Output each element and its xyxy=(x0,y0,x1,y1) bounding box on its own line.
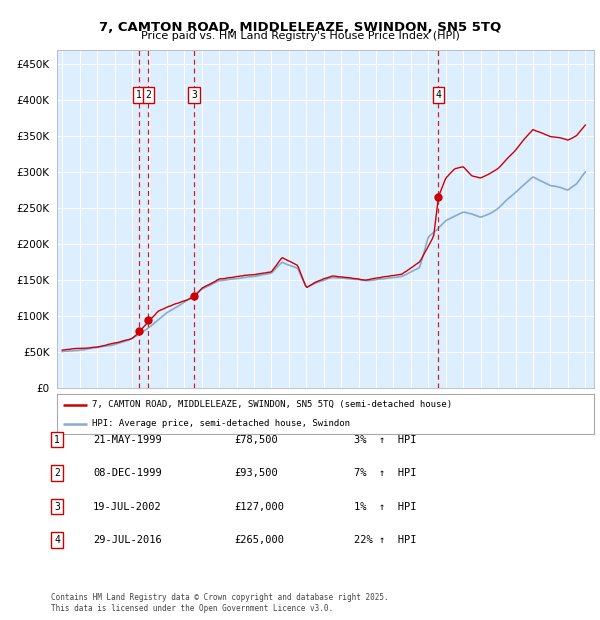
Text: 1: 1 xyxy=(136,90,142,100)
Text: 2: 2 xyxy=(54,468,60,478)
Text: HPI: Average price, semi-detached house, Swindon: HPI: Average price, semi-detached house,… xyxy=(92,419,350,428)
Text: £78,500: £78,500 xyxy=(234,435,278,445)
Text: 1%  ↑  HPI: 1% ↑ HPI xyxy=(354,502,416,512)
Text: 7%  ↑  HPI: 7% ↑ HPI xyxy=(354,468,416,478)
Text: 7, CAMTON ROAD, MIDDLELEAZE, SWINDON, SN5 5TQ: 7, CAMTON ROAD, MIDDLELEAZE, SWINDON, SN… xyxy=(99,21,501,34)
Text: Contains HM Land Registry data © Crown copyright and database right 2025.
This d: Contains HM Land Registry data © Crown c… xyxy=(51,593,389,613)
Text: 19-JUL-2002: 19-JUL-2002 xyxy=(93,502,162,512)
Text: 29-JUL-2016: 29-JUL-2016 xyxy=(93,535,162,545)
Text: £265,000: £265,000 xyxy=(234,535,284,545)
Text: 2: 2 xyxy=(145,90,151,100)
Text: 21-MAY-1999: 21-MAY-1999 xyxy=(93,435,162,445)
Text: 7, CAMTON ROAD, MIDDLELEAZE, SWINDON, SN5 5TQ (semi-detached house): 7, CAMTON ROAD, MIDDLELEAZE, SWINDON, SN… xyxy=(92,400,452,409)
Text: 4: 4 xyxy=(436,90,442,100)
Text: £127,000: £127,000 xyxy=(234,502,284,512)
Text: 3: 3 xyxy=(54,502,60,512)
Text: 1: 1 xyxy=(54,435,60,445)
Text: 22% ↑  HPI: 22% ↑ HPI xyxy=(354,535,416,545)
Text: 08-DEC-1999: 08-DEC-1999 xyxy=(93,468,162,478)
Text: 3: 3 xyxy=(191,90,197,100)
Text: Price paid vs. HM Land Registry's House Price Index (HPI): Price paid vs. HM Land Registry's House … xyxy=(140,31,460,41)
Text: 4: 4 xyxy=(54,535,60,545)
Text: £93,500: £93,500 xyxy=(234,468,278,478)
Text: 3%  ↑  HPI: 3% ↑ HPI xyxy=(354,435,416,445)
